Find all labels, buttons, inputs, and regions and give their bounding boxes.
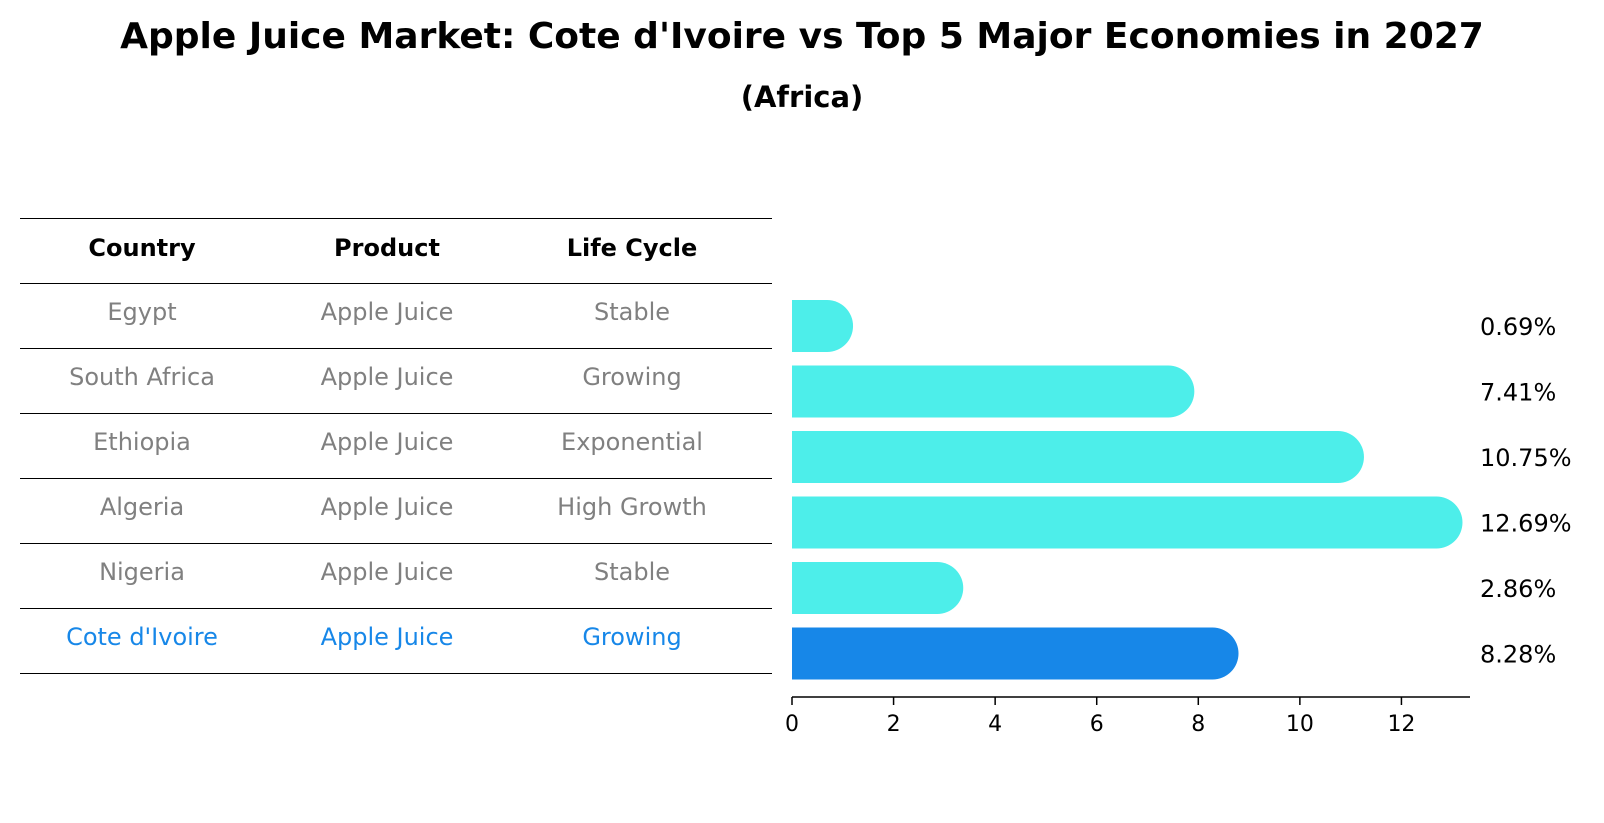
table-rule	[20, 478, 772, 479]
table-rule	[20, 413, 772, 414]
table-rule	[20, 608, 772, 609]
chart-subtitle: (Africa)	[740, 80, 864, 114]
table-rule-bottom	[20, 673, 772, 674]
chart-title: Apple Juice Market: Cote d'Ivoire vs Top…	[120, 16, 1484, 57]
x-tick-label: 10	[1286, 712, 1314, 737]
table-cell-product-highlight: Apple Juice	[320, 623, 454, 651]
table-cell-product: Apple Juice	[320, 428, 454, 456]
table-cell-country: South Africa	[69, 363, 215, 391]
table-cell-country: Algeria	[99, 493, 185, 521]
table-cell-product: Apple Juice	[320, 558, 454, 586]
value-label: 12.69%	[1480, 510, 1572, 538]
bar	[792, 431, 1364, 483]
x-tick-label: 4	[988, 712, 1002, 737]
header-country: Country	[88, 234, 196, 262]
bar-highlight	[792, 627, 1239, 680]
value-label: 10.75%	[1480, 444, 1572, 472]
table-cell-life-cycle-highlight: Growing	[582, 623, 682, 651]
table-cell-product: Apple Juice	[320, 363, 454, 391]
header-life-cycle: Life Cycle	[566, 234, 698, 262]
header-product: Product	[334, 234, 440, 262]
table-cell-life-cycle: Stable	[593, 558, 671, 586]
table-rule	[20, 348, 772, 349]
table-cell-life-cycle: High Growth	[557, 493, 707, 521]
table-cell-product: Apple Juice	[320, 298, 454, 326]
table-cell-country: Egypt	[107, 298, 177, 326]
value-label: 2.86%	[1480, 575, 1556, 603]
table-rule	[20, 543, 772, 544]
x-tick-label: 12	[1387, 712, 1415, 737]
table-cell-life-cycle: Exponential	[561, 428, 703, 456]
table-cell-life-cycle: Growing	[582, 363, 682, 391]
x-tick-label: 0	[785, 712, 799, 737]
table-cell-country-highlight: Cote d'Ivoire	[66, 623, 218, 651]
table-rule	[20, 283, 772, 284]
table-cell-country: Ethiopia	[93, 428, 191, 456]
table-cell-life-cycle: Stable	[593, 298, 671, 326]
x-tick-label: 2	[887, 712, 901, 737]
table-rule-top	[20, 218, 772, 219]
table-cell-product: Apple Juice	[320, 493, 454, 521]
x-tick-label: 6	[1090, 712, 1104, 737]
x-tick-label: 8	[1191, 712, 1205, 737]
bar	[792, 300, 854, 352]
table-cell-country: Nigeria	[99, 558, 185, 586]
bar	[792, 496, 1463, 549]
value-label: 8.28%	[1480, 641, 1556, 669]
bar	[792, 562, 964, 614]
bar	[792, 365, 1195, 418]
value-label: 7.41%	[1480, 379, 1556, 407]
value-label: 0.69%	[1480, 313, 1556, 341]
